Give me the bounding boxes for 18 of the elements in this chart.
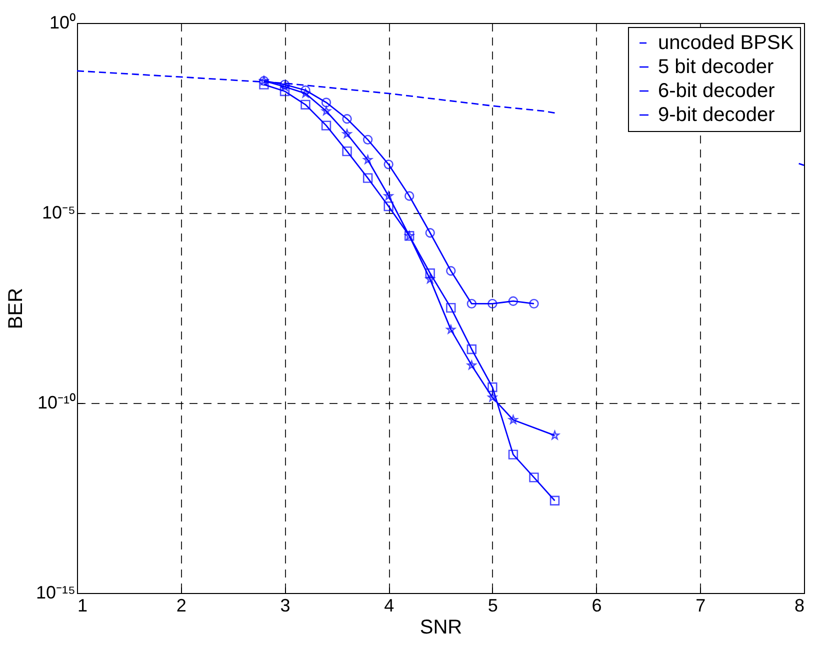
x-tick-label: 1 [78, 596, 88, 616]
x-tick-label: 3 [280, 596, 290, 616]
x-tick-label: 4 [384, 596, 394, 616]
x-tick-label: 2 [176, 596, 186, 616]
legend-label: 5 bit decoder [658, 56, 774, 78]
x-axis-title: SNR [420, 616, 462, 638]
y-tick-label: 10⁻⁵ [42, 202, 76, 222]
y-axis-title: BER [5, 288, 28, 330]
x-tick-label: 6 [592, 596, 602, 616]
y-tick-label: 10⁻¹⁵ [36, 582, 76, 602]
x-tick-label: 7 [696, 596, 706, 616]
y-tick-label: 10⁰ [49, 12, 76, 32]
x-tick-label: 8 [794, 596, 804, 616]
x-tick-label: 5 [488, 596, 498, 616]
y-tick-label: 10⁻¹⁰ [37, 392, 76, 412]
legend-label: 6-bit decoder [658, 80, 776, 102]
legend-label: uncoded BPSK [658, 32, 794, 54]
legend-label: 9-bit decoder [658, 104, 776, 126]
